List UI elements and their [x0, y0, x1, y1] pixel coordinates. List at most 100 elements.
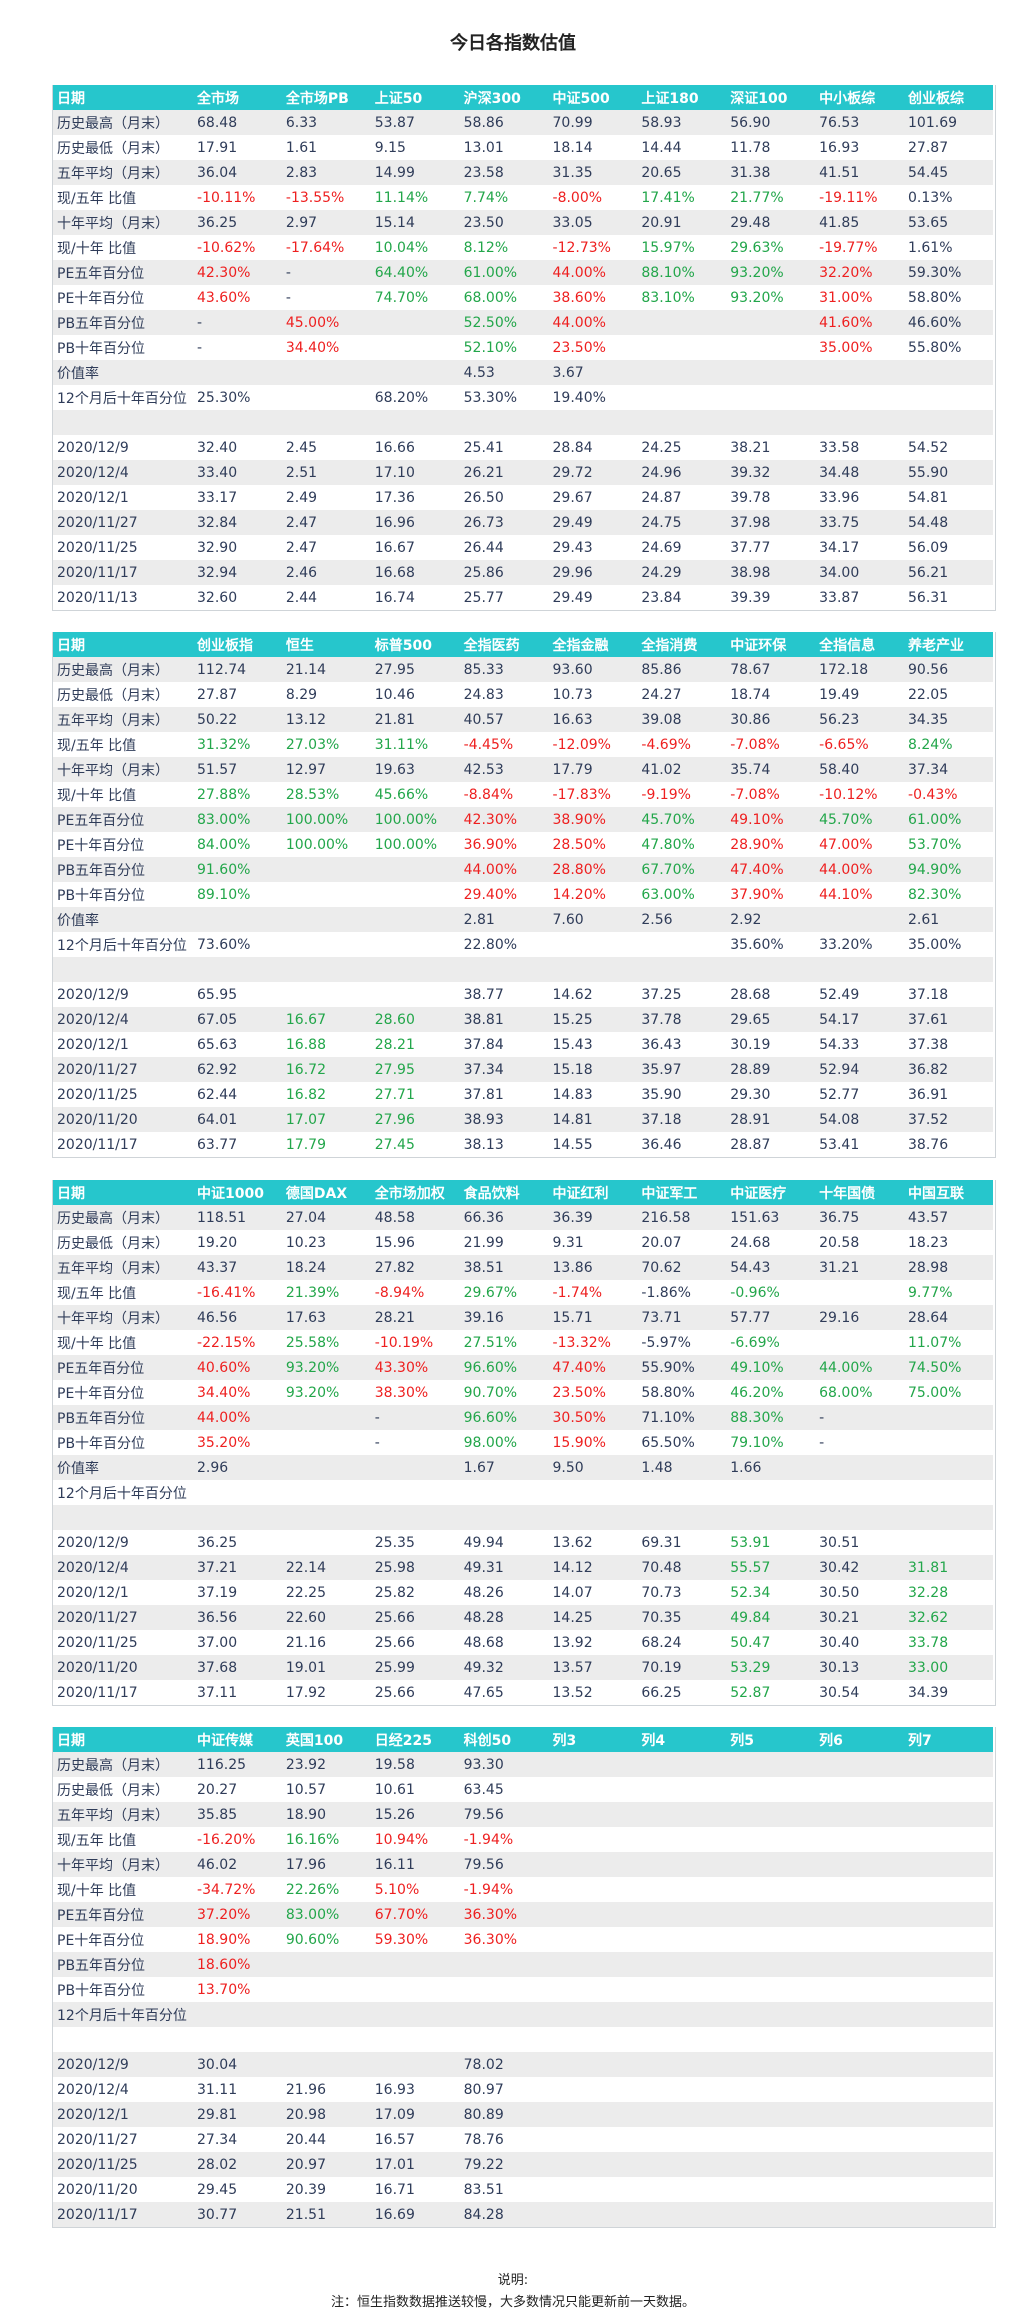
table-cell: 26.21 — [459, 460, 549, 485]
table-cell: 42.53 — [459, 757, 549, 782]
table-header-row: 日期 中证传媒 英国100 日经225 科创50 列3 列4 列5 列6 列7 — [53, 1727, 993, 1752]
table-cell — [459, 1505, 549, 1530]
table-cell: 24.29 — [637, 560, 727, 585]
table-cell — [549, 2177, 638, 2202]
table-cell: 37.34 — [904, 757, 993, 782]
table-cell: 66.36 — [459, 1205, 549, 1230]
table-cell: 17.36 — [374, 489, 415, 506]
column-header: 中证传媒 — [193, 1727, 282, 1752]
table-cell: 63.77 — [197, 1136, 238, 1153]
table-cell — [815, 1952, 905, 1977]
table-cell — [815, 2177, 904, 2202]
row-label: 12个月后十年百分位 — [53, 2002, 194, 2027]
table-cell: 54.08 — [815, 1107, 905, 1132]
table-cell: 29.81 — [193, 2102, 282, 2127]
table-row: 2020/11/27 27.34 20.44 16.57 78.76 — [53, 2127, 993, 2152]
table-cell: 16.74 — [374, 589, 415, 606]
table-cell: 1.67 — [459, 1455, 549, 1480]
table-cell: 71.10% — [637, 1405, 727, 1430]
table-cell: 37.78 — [637, 1007, 727, 1032]
table-cell: 44.00% — [815, 857, 905, 882]
column-header: 列7 — [904, 1727, 993, 1752]
table-cell: 28.64 — [904, 1305, 993, 1330]
table-cell — [726, 1902, 816, 1927]
row-label: 2020/11/13 — [57, 589, 138, 606]
table-cell: 27.87 — [908, 139, 949, 156]
table-cell: 31.35 — [548, 160, 638, 185]
row-label: 2020/12/4 — [53, 1007, 194, 1032]
table-cell: 8.24% — [908, 736, 953, 753]
table-cell: 68.00% — [819, 1384, 873, 1401]
table-cell — [904, 957, 993, 982]
table-cell: 2.47 — [285, 539, 318, 556]
table-row: 12个月后十年百分位 — [53, 2002, 993, 2027]
table-cell: - — [197, 339, 203, 356]
table-cell: 17.41% — [641, 189, 695, 206]
row-label — [53, 2027, 193, 2052]
table-cell: 29.96 — [548, 560, 638, 585]
table-cell: 28.53% — [285, 786, 340, 803]
table-cell: 45.70% — [637, 807, 727, 832]
column-header: 全市场PB — [281, 85, 371, 110]
table-cell — [726, 1852, 816, 1877]
table-cell: 14.55 — [552, 1136, 593, 1153]
row-label: 五年平均（月末） — [53, 1255, 194, 1280]
row-label: 现/五年 比值 — [57, 190, 137, 207]
table-cell: 93.20% — [726, 260, 816, 285]
table-cell: 30.50% — [548, 1405, 638, 1430]
table-cell: 21.16 — [285, 1634, 326, 1651]
table-cell: 38.98 — [726, 560, 816, 585]
table-cell: 59.30% — [374, 1931, 429, 1948]
table-cell — [726, 1802, 816, 1827]
table-cell: 100.00% — [285, 836, 349, 853]
table-cell: 50.22 — [193, 707, 282, 732]
table-cell: 29.48 — [726, 210, 816, 235]
table-cell: 56.23 — [815, 707, 905, 732]
table-cell — [904, 1977, 993, 2002]
table-cell: 31.00% — [819, 289, 873, 306]
column-header: 标普500 — [370, 632, 460, 657]
table-cell — [549, 2077, 638, 2102]
table-cell: 35.00% — [908, 936, 962, 953]
table-cell — [548, 410, 638, 435]
table-cell: 23.50% — [552, 339, 606, 356]
table-cell: 16.69 — [370, 2202, 460, 2227]
row-label — [53, 1505, 194, 1530]
column-header: 食品饮料 — [459, 1180, 549, 1205]
table-cell: -1.94% — [463, 1881, 514, 1898]
table-cell: -19.11% — [819, 189, 878, 206]
table-cell — [637, 410, 727, 435]
table-cell: 19.40% — [552, 389, 606, 406]
table-cell: 31.81 — [904, 1555, 993, 1580]
table-cell: 28.98 — [904, 1255, 993, 1280]
table-cell: 36.75 — [815, 1205, 905, 1230]
row-label: 2020/12/9 — [57, 986, 129, 1003]
table-cell: 54.17 — [815, 1007, 905, 1032]
table-cell: 19.63 — [370, 757, 460, 782]
table-cell: 68.24 — [641, 1634, 682, 1651]
table-cell: 15.97% — [641, 239, 695, 256]
table-cell: 14.62 — [552, 986, 593, 1003]
table-cell — [281, 1952, 371, 1977]
table-cell: 36.90% — [463, 836, 518, 853]
column-header: 全市场加权 — [370, 1180, 460, 1205]
column-header: 日经225 — [370, 1727, 460, 1752]
table-cell: -10.12% — [819, 786, 878, 803]
table-row: 现/十年 比值 -34.72% 22.26% 5.10% -1.94% — [53, 1877, 993, 1902]
table-cell: 49.32 — [459, 1655, 549, 1680]
table-cell: 43.30% — [370, 1355, 460, 1380]
table-row: 2020/11/13 32.60 2.44 16.74 25.77 29.49 23.84 3… — [53, 585, 993, 610]
table-cell: 17.09 — [370, 2102, 460, 2127]
row-label: 2020/12/1 — [57, 489, 129, 506]
table-cell — [549, 1777, 638, 1802]
table-cell: 34.40% — [285, 339, 340, 356]
table-cell: 31.32% — [197, 736, 251, 753]
table-cell: -4.45% — [463, 736, 514, 753]
table-row: 十年平均（月末） 46.02 17.96 16.11 79.56 — [53, 1852, 993, 1877]
table-cell: 13.57 — [548, 1655, 638, 1680]
table-row — [53, 410, 993, 435]
table-cell: 30.50 — [819, 1584, 860, 1601]
table-cell — [904, 2177, 993, 2202]
table-cell — [904, 2052, 993, 2077]
row-label: 五年平均（月末） — [53, 707, 194, 732]
